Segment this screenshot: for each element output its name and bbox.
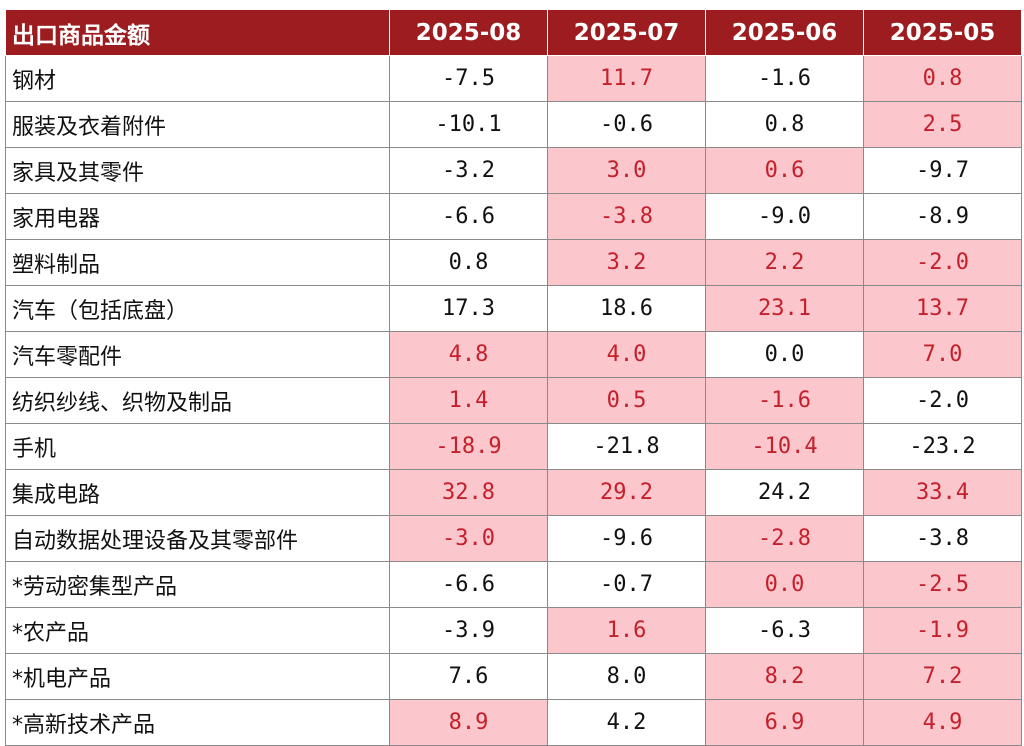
header-period: 2025-05 [863, 9, 1022, 56]
value-cell: 1.6 [547, 607, 706, 654]
value-cell: 7.2 [863, 653, 1022, 700]
value-cell: -1.6 [705, 55, 864, 102]
value-cell: -18.9 [389, 423, 548, 470]
header-label: 出口商品金额 [5, 9, 390, 56]
row-label: *高新技术产品 [5, 699, 390, 746]
value-cell: -1.9 [863, 607, 1022, 654]
table-body: 钢材 -7.5 11.7 -1.6 0.8 服装及衣着附件 -10.1 -0.6 0.8 2.5 家… [5, 55, 1022, 746]
row-label: *劳动密集型产品 [5, 561, 390, 608]
value-cell: 8.9 [389, 699, 548, 746]
row-label: 家具及其零件 [5, 147, 390, 194]
value-cell: -3.8 [547, 193, 706, 240]
table-row: 汽车（包括底盘） 17.3 18.6 23.1 13.7 [5, 285, 1022, 332]
row-label: *农产品 [5, 607, 390, 654]
table-row: 家用电器 -6.6 -3.8 -9.0 -8.9 [5, 193, 1022, 240]
value-cell: 0.6 [705, 147, 864, 194]
value-cell: 13.7 [863, 285, 1022, 332]
value-cell: 4.8 [389, 331, 548, 378]
row-label: 服装及衣着附件 [5, 101, 390, 148]
value-cell: -10.4 [705, 423, 864, 470]
value-cell: -3.2 [389, 147, 548, 194]
value-cell: -21.8 [547, 423, 706, 470]
value-cell: -3.8 [863, 515, 1022, 562]
table-row: 钢材 -7.5 11.7 -1.6 0.8 [5, 55, 1022, 102]
value-cell: 4.0 [547, 331, 706, 378]
row-label: *机电产品 [5, 653, 390, 700]
value-cell: -0.6 [547, 101, 706, 148]
value-cell: 0.0 [705, 561, 864, 608]
value-cell: 8.0 [547, 653, 706, 700]
table-row: 服装及衣着附件 -10.1 -0.6 0.8 2.5 [5, 101, 1022, 148]
row-label: 钢材 [5, 55, 390, 102]
value-cell: -9.6 [547, 515, 706, 562]
header-period: 2025-06 [705, 9, 864, 56]
value-cell: -6.3 [705, 607, 864, 654]
value-cell: 0.8 [389, 239, 548, 286]
row-label: 汽车零配件 [5, 331, 390, 378]
table-row: *机电产品 7.6 8.0 8.2 7.2 [5, 653, 1022, 700]
value-cell: 29.2 [547, 469, 706, 516]
value-cell: 2.2 [705, 239, 864, 286]
value-cell: 1.4 [389, 377, 548, 424]
row-label: 家用电器 [5, 193, 390, 240]
value-cell: 3.0 [547, 147, 706, 194]
row-label: 汽车（包括底盘） [5, 285, 390, 332]
value-cell: 0.0 [705, 331, 864, 378]
table-row: *高新技术产品 8.9 4.2 6.9 4.9 [5, 699, 1022, 746]
table-row: 汽车零配件 4.8 4.0 0.0 7.0 [5, 331, 1022, 378]
table-row: 塑料制品 0.8 3.2 2.2 -2.0 [5, 239, 1022, 286]
value-cell: 11.7 [547, 55, 706, 102]
table-row: 家具及其零件 -3.2 3.0 0.6 -9.7 [5, 147, 1022, 194]
value-cell: 18.6 [547, 285, 706, 332]
value-cell: -3.0 [389, 515, 548, 562]
value-cell: -23.2 [863, 423, 1022, 470]
value-cell: 7.0 [863, 331, 1022, 378]
header-period: 2025-07 [547, 9, 706, 56]
value-cell: 24.2 [705, 469, 864, 516]
value-cell: -0.7 [547, 561, 706, 608]
header-period: 2025-08 [389, 9, 548, 56]
value-cell: -8.9 [863, 193, 1022, 240]
value-cell: 0.5 [547, 377, 706, 424]
row-label: 纺织纱线、织物及制品 [5, 377, 390, 424]
value-cell: -9.0 [705, 193, 864, 240]
value-cell: 33.4 [863, 469, 1022, 516]
table-row: *农产品 -3.9 1.6 -6.3 -1.9 [5, 607, 1022, 654]
table-row: *劳动密集型产品 -6.6 -0.7 0.0 -2.5 [5, 561, 1022, 608]
table-row: 集成电路 32.8 29.2 24.2 33.4 [5, 469, 1022, 516]
export-table: 出口商品金额 2025-08 2025-07 2025-06 2025-05 钢… [5, 9, 1022, 746]
value-cell: -6.6 [389, 561, 548, 608]
value-cell: -2.5 [863, 561, 1022, 608]
value-cell: 0.8 [863, 55, 1022, 102]
value-cell: 3.2 [547, 239, 706, 286]
value-cell: -2.8 [705, 515, 864, 562]
row-label: 集成电路 [5, 469, 390, 516]
row-label: 塑料制品 [5, 239, 390, 286]
value-cell: 2.5 [863, 101, 1022, 148]
value-cell: 6.9 [705, 699, 864, 746]
value-cell: 7.6 [389, 653, 548, 700]
table-row: 自动数据处理设备及其零部件 -3.0 -9.6 -2.8 -3.8 [5, 515, 1022, 562]
value-cell: -9.7 [863, 147, 1022, 194]
table-row: 手机 -18.9 -21.8 -10.4 -23.2 [5, 423, 1022, 470]
value-cell: 17.3 [389, 285, 548, 332]
value-cell: 4.9 [863, 699, 1022, 746]
table-row: 纺织纱线、织物及制品 1.4 0.5 -1.6 -2.0 [5, 377, 1022, 424]
value-cell: 4.2 [547, 699, 706, 746]
value-cell: -1.6 [705, 377, 864, 424]
value-cell: -3.9 [389, 607, 548, 654]
row-label: 手机 [5, 423, 390, 470]
value-cell: -6.6 [389, 193, 548, 240]
value-cell: -2.0 [863, 377, 1022, 424]
value-cell: 23.1 [705, 285, 864, 332]
header-row: 出口商品金额 2025-08 2025-07 2025-06 2025-05 [5, 9, 1022, 56]
value-cell: -7.5 [389, 55, 548, 102]
value-cell: 8.2 [705, 653, 864, 700]
value-cell: -2.0 [863, 239, 1022, 286]
value-cell: 0.8 [705, 101, 864, 148]
value-cell: 32.8 [389, 469, 548, 516]
value-cell: -10.1 [389, 101, 548, 148]
row-label: 自动数据处理设备及其零部件 [5, 515, 390, 562]
